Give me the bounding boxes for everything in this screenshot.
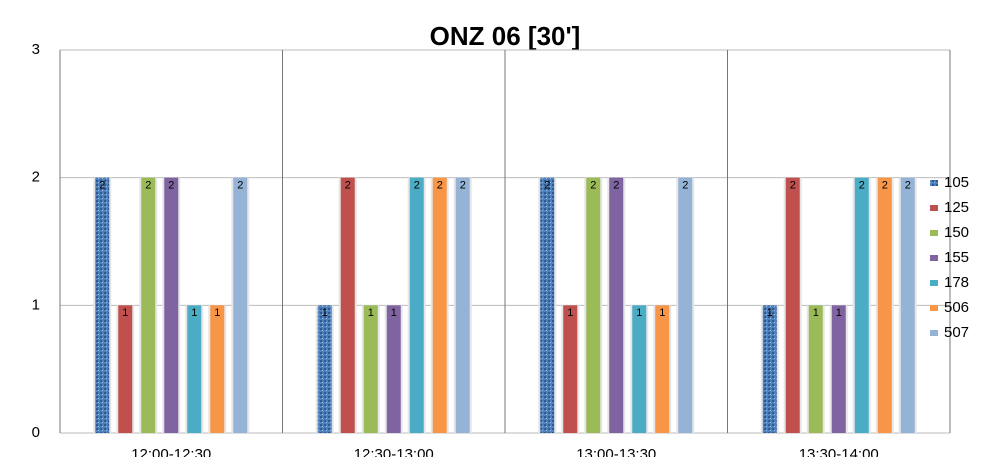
legend-swatch [930,305,938,311]
x-tick-label: 12:30-13:00 [354,446,434,457]
data-label: 1 [567,307,573,319]
data-label: 2 [237,180,243,192]
legend-label: 178 [944,274,969,291]
data-label: 1 [214,307,220,319]
data-label: 2 [145,180,151,192]
bar [540,177,555,433]
data-label: 2 [882,180,888,192]
legend-swatch [930,280,938,286]
y-tick-label: 2 [32,169,40,186]
bar [363,305,378,433]
x-tick-label: 12:00-12:30 [131,446,211,457]
legend-label: 150 [944,224,969,241]
x-tick-label: 13:30-14:00 [799,446,879,457]
data-label: 2 [613,180,619,192]
legend-swatch [930,230,938,236]
bar [409,177,424,433]
data-label: 1 [813,307,819,319]
data-label: 1 [836,307,842,319]
data-label: 2 [99,180,105,192]
data-label: 1 [322,307,328,319]
chart-title: ONZ 06 [30'] [430,21,581,51]
legend-swatch [930,180,938,186]
bar [432,177,447,433]
legend-label: 507 [944,324,969,341]
bar [900,177,915,433]
data-label: 2 [437,180,443,192]
legend-label: 506 [944,299,969,316]
bar [95,177,110,433]
legend-swatch [930,330,938,336]
legend-label: 105 [944,174,969,191]
data-label: 2 [168,180,174,192]
bar [386,305,401,433]
data-label: 1 [391,307,397,319]
bar [164,177,179,433]
bar [854,177,869,433]
bar [762,305,777,433]
bar [632,305,647,433]
bar [118,305,133,433]
bar [455,177,470,433]
bar [609,177,624,433]
data-label: 1 [659,307,665,319]
legend-label: 155 [944,249,969,266]
bar [317,305,332,433]
data-label: 2 [590,180,596,192]
bar [210,305,225,433]
bar [655,305,670,433]
bar [877,177,892,433]
bar [678,177,693,433]
y-tick-label: 1 [32,296,40,313]
data-label: 1 [122,307,128,319]
data-label: 2 [460,180,466,192]
bar [340,177,355,433]
data-label: 2 [905,180,911,192]
bar [808,305,823,433]
data-label: 2 [544,180,550,192]
data-label: 2 [345,180,351,192]
legend-swatch [930,205,938,211]
bar [563,305,578,433]
bar [586,177,601,433]
data-label: 2 [790,180,796,192]
legend-swatch [930,255,938,261]
legend-label: 125 [944,199,969,216]
data-label: 1 [767,307,773,319]
y-tick-label: 3 [32,41,40,58]
data-label: 1 [636,307,642,319]
data-label: 2 [682,180,688,192]
y-tick-label: 0 [32,424,40,441]
bar [785,177,800,433]
bar [233,177,248,433]
data-label: 2 [414,180,420,192]
x-tick-label: 13:00-13:30 [576,446,656,457]
data-label: 1 [368,307,374,319]
data-label: 1 [191,307,197,319]
data-label: 2 [859,180,865,192]
bar [831,305,846,433]
bar [141,177,156,433]
bar [187,305,202,433]
